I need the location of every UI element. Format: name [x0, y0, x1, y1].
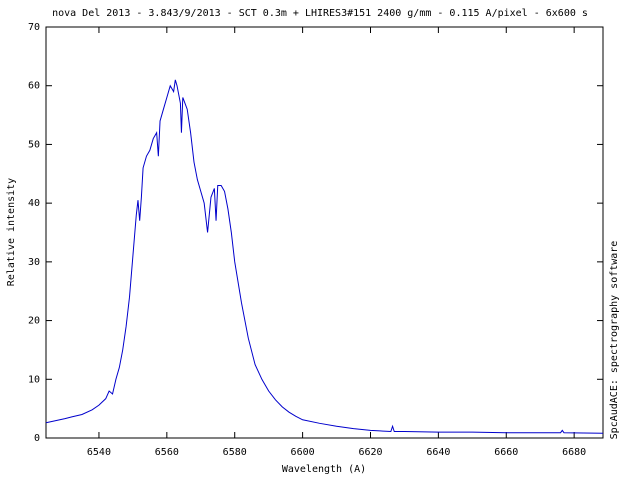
side-note: SpcAudACE: spectrography software: [609, 241, 620, 440]
y-tick-label: 70: [28, 22, 40, 33]
x-tick-label: 6540: [87, 447, 111, 458]
x-tick-label: 6580: [223, 447, 247, 458]
spectrum-line: [45, 79, 604, 434]
x-tick-label: 6680: [562, 447, 586, 458]
x-tick-label: 6620: [358, 447, 382, 458]
y-tick-label: 20: [28, 316, 40, 327]
plot-frame: [45, 26, 604, 439]
x-axis-label: Wavelength (A): [282, 464, 366, 475]
x-tick-label: 6640: [426, 447, 450, 458]
y-axis-label: Relative intensity: [6, 178, 17, 286]
y-tick-label: 30: [28, 257, 40, 268]
y-tick-label: 60: [28, 81, 40, 92]
y-tick-label: 0: [34, 433, 40, 444]
x-tick-label: 6560: [155, 447, 179, 458]
chart-title: nova Del 2013 - 3.843/9/2013 - SCT 0.3m …: [52, 8, 588, 19]
y-tick-label: 50: [28, 139, 40, 150]
x-tick-label: 6660: [494, 447, 518, 458]
x-tick-label: 6600: [291, 447, 315, 458]
y-tick-label: 10: [28, 374, 40, 385]
y-tick-label: 40: [28, 198, 40, 209]
